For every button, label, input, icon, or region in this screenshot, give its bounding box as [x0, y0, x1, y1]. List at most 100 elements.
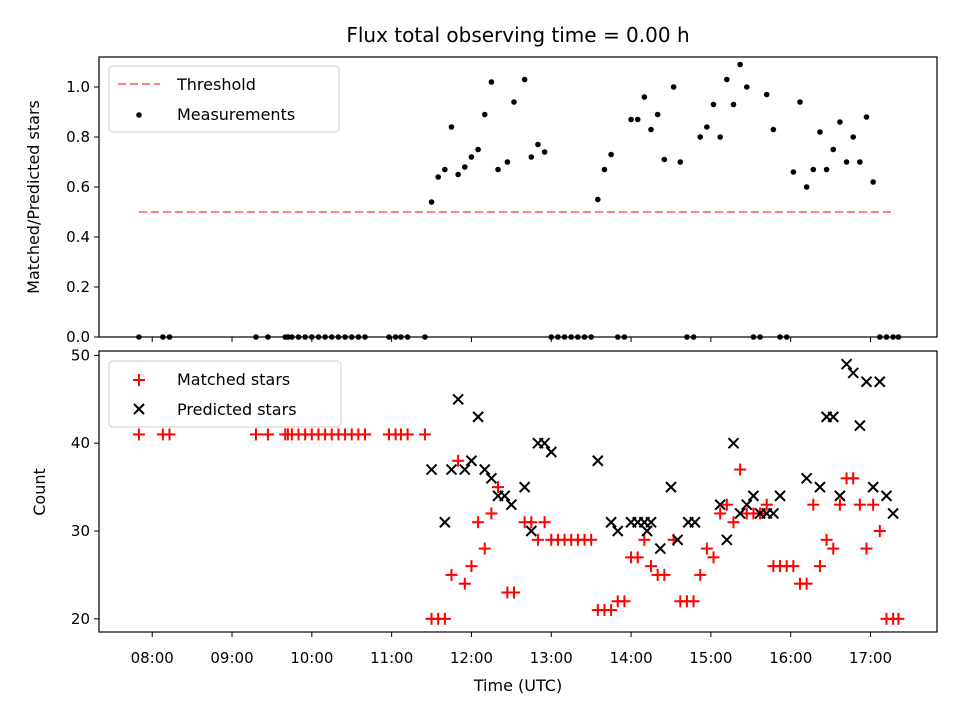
matched-star-point: [465, 560, 478, 573]
matched-star-point: [734, 463, 747, 476]
matched-star-point: [813, 560, 826, 573]
measurement-point: [435, 174, 441, 180]
measurement-point: [730, 101, 737, 108]
matched-star-point: [700, 542, 713, 555]
matched-star-point: [714, 507, 727, 520]
measurement-point: [810, 166, 817, 173]
legend-measurements-label: Measurements: [177, 105, 295, 124]
predicted-x-b: [505, 498, 518, 511]
measurement-point: [541, 149, 548, 155]
measurement-point: [863, 114, 870, 120]
predicted-star-point: [867, 481, 879, 493]
predicted-x-b: [538, 437, 551, 449]
predicted-star-point: [525, 525, 538, 537]
matched-star-point: [760, 498, 773, 511]
measurement-point: [481, 111, 488, 118]
measurement-point: [634, 116, 641, 123]
predicted-x-b: [425, 463, 438, 476]
measurement-point: [488, 79, 495, 85]
predicted-x-b: [485, 472, 498, 485]
predicted-star-point: [654, 542, 667, 555]
matched-star-point: [892, 612, 905, 625]
predicted-star-point: [538, 437, 551, 449]
measurement-point: [595, 196, 601, 203]
matched-star-point: [847, 472, 860, 485]
measurement-point: [448, 124, 455, 130]
predicted-star-point: [727, 437, 740, 449]
matched-star-point: [800, 577, 813, 590]
ratio-plot-area: [136, 61, 902, 340]
predicted-star-point: [827, 411, 839, 423]
measurement-point: [442, 166, 448, 173]
count-legend: Matched stars Predicted stars: [108, 360, 342, 428]
count-x-tick-label: 09:00: [210, 649, 253, 667]
ratio-legend-box: [108, 65, 340, 133]
matched-star-point: [867, 498, 880, 511]
predicted-star-point: [439, 516, 451, 528]
count-x-tick-label: 08:00: [131, 649, 174, 667]
ratio-x-ticks: [151, 337, 871, 342]
measurement-point: [521, 76, 528, 83]
matched-star-point: [163, 428, 176, 441]
predicted-star-point: [665, 481, 677, 493]
predicted-star-point: [741, 498, 753, 511]
predicted-star-point: [459, 463, 471, 476]
predicted-star-point: [505, 498, 518, 511]
predicted-star-point: [645, 516, 657, 528]
measurement-point: [461, 164, 468, 170]
measurement-point: [790, 169, 797, 175]
ratio-y-tick-label: 1.0: [66, 78, 90, 96]
matched-star-point: [687, 595, 700, 608]
predicted-x-b: [747, 490, 760, 502]
measurement-point: [843, 159, 850, 165]
predicted-star-point: [800, 472, 813, 485]
predicted-x-b: [605, 516, 617, 528]
predicted-star-point: [445, 463, 458, 476]
matched-star-point: [472, 516, 485, 529]
x-axis-label: Time (UTC): [473, 676, 562, 695]
count-x-ticks: 08:00 09:00 10:00 11:00 12:00 13:00 14:00 15:00…: [131, 632, 892, 667]
predicted-star-point: [774, 490, 786, 502]
predicted-x-b: [452, 393, 464, 406]
matched-star-point: [478, 542, 491, 555]
predicted-x-b: [498, 490, 511, 502]
matched-star-point: [249, 428, 262, 441]
measurement-point: [468, 154, 475, 160]
predicted-x-b: [654, 542, 667, 555]
count-x-tick-label: 14:00: [609, 649, 652, 667]
ratio-y-tick-label: 0.8: [66, 128, 90, 146]
predicted-star-point: [689, 516, 701, 528]
measurement-point: [511, 99, 517, 105]
matched-star-point: [727, 516, 740, 529]
legend-predicted-label: Predicted stars: [177, 400, 297, 419]
predicted-star-point: [834, 490, 846, 502]
predicted-x-b: [734, 507, 746, 520]
predicted-x-b: [518, 481, 531, 493]
matched-star-point: [418, 428, 431, 441]
predicted-x-b: [840, 358, 853, 370]
count-y-tick-label: 30: [71, 522, 90, 540]
predicted-x-b: [767, 507, 780, 520]
measurement-point: [770, 126, 777, 133]
predicted-x-b: [721, 534, 733, 546]
measurement-point: [857, 159, 863, 165]
matched-star-point: [445, 568, 458, 581]
predicted-star-point: [545, 446, 557, 458]
predicted-x-b: [727, 437, 740, 449]
legend-threshold-label: Threshold: [176, 75, 256, 94]
count-y-label: Count: [30, 468, 49, 516]
measurement-point: [455, 171, 461, 178]
predicted-x-b: [472, 411, 484, 423]
measurement-point: [850, 134, 856, 140]
measurement-point: [830, 146, 837, 153]
predicted-x-b: [867, 481, 879, 493]
matched-star-point: [873, 525, 886, 538]
predicted-x-b: [887, 507, 899, 520]
measurement-point: [641, 94, 648, 100]
predicted-x-b: [874, 376, 886, 388]
count-x-tick-label: 17:00: [849, 649, 892, 667]
matched-star-point: [645, 560, 658, 573]
predicted-x-b: [854, 419, 866, 432]
count-legend-box: [108, 360, 342, 428]
